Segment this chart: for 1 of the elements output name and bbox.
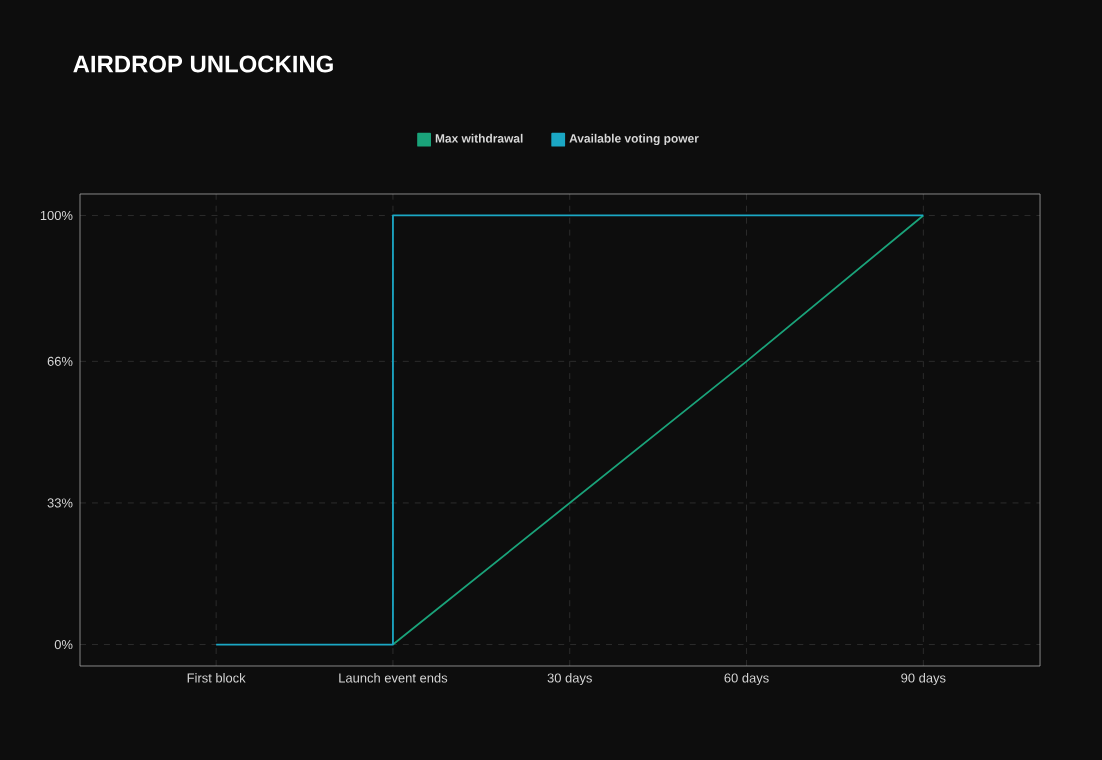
chart-title: AIRDROP UNLOCKING (73, 55, 333, 73)
